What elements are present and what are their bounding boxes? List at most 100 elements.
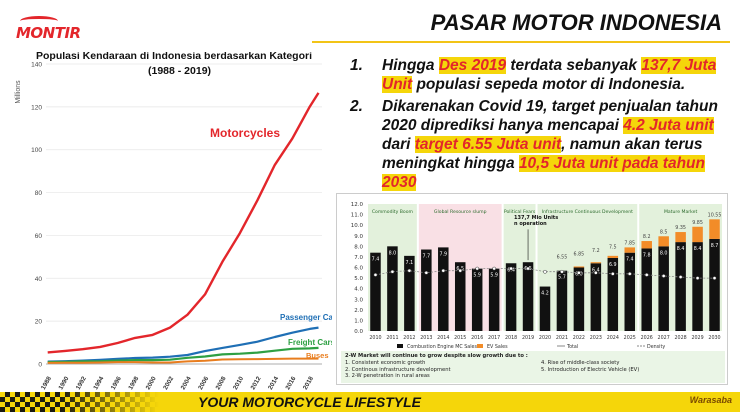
market-note: 2. Continous infrastructure development xyxy=(345,366,451,373)
bar-combustion xyxy=(675,242,686,331)
x-tick-label: 2017 xyxy=(488,335,500,341)
x-tick-label: 2027 xyxy=(658,335,670,341)
bar-value-label: 6.9 xyxy=(609,262,617,268)
x-tick-label: 1998 xyxy=(127,375,140,391)
y-tick-label: 60 xyxy=(35,233,43,240)
market-notes-title: 2-W Market will continue to grow despite… xyxy=(345,353,528,359)
highlighted-text: target 6.55 Juta unit xyxy=(414,136,562,153)
total-value-label: 7.5 xyxy=(609,245,617,251)
x-tick-label: 2025 xyxy=(624,335,636,341)
density-point xyxy=(627,272,632,276)
x-tick-label: 2030 xyxy=(708,335,720,341)
market-notes-col-1: 1. Consistent economic growth 2. Contino… xyxy=(345,360,451,380)
bar-combustion xyxy=(522,262,534,331)
y-tick-label: 140 xyxy=(31,62,42,69)
y-tick-label: 20 xyxy=(35,319,43,326)
bar-ev xyxy=(607,255,619,258)
total-value-label: 8.5 xyxy=(660,229,668,235)
y-tick-label: 2.0 xyxy=(354,308,363,314)
bar-combustion xyxy=(590,263,602,331)
bullet-text: Dikarenakan Covid 19, target penjualan t… xyxy=(382,97,725,192)
density-point xyxy=(577,270,581,275)
highlighted-text: Des 2019 xyxy=(438,57,507,74)
bar-ev xyxy=(624,247,636,253)
density-line xyxy=(375,268,715,279)
bar-combustion xyxy=(370,252,381,331)
y-tick-label: 11.0 xyxy=(351,213,364,219)
density-point xyxy=(390,269,395,274)
density-point xyxy=(458,268,463,273)
footer-tagline: YOUR MOTORCYCLE LIFESTYLE xyxy=(198,394,421,410)
y-tick-label: 40 xyxy=(35,276,43,283)
phase-label: Mature Market xyxy=(664,209,698,215)
forecast-chart-panel: Commodity Boom Global Resource slump Polit… xyxy=(336,193,728,385)
density-point xyxy=(560,269,564,274)
series-label-motorcycles: Motorcycles xyxy=(210,126,280,140)
montir-logo: MONTIR xyxy=(12,10,81,46)
x-tick-label: 2006 xyxy=(197,375,210,391)
y-axis-label: Millions xyxy=(15,80,22,104)
density-point xyxy=(407,268,412,273)
bar-ev xyxy=(675,232,686,243)
market-note: 1. Consistent economic growth xyxy=(345,360,426,366)
bar-combustion xyxy=(421,249,432,331)
market-note: 4. Rise of middle-class society xyxy=(541,360,620,366)
bar-ev xyxy=(709,219,720,239)
y-tick-label: 0.0 xyxy=(354,329,363,335)
vehicle-population-chart: Populasi Kendaraan di Indonesia berdasar… xyxy=(10,52,332,394)
total-value-label: 8.2 xyxy=(643,234,651,240)
total-value-label: 6.85 xyxy=(574,252,585,258)
x-tick-label: 2018 xyxy=(505,335,517,341)
total-value-label: 9.85 xyxy=(692,220,703,226)
y-tick-label: 4.0 xyxy=(354,287,363,293)
density-point xyxy=(594,270,598,275)
bullet-item: 2. Dikarenakan Covid 19, target penjualan… xyxy=(350,97,725,192)
bar-ev xyxy=(573,266,585,268)
logo-text: MONTIR xyxy=(16,24,81,42)
vehicle-population-chart-svg: Populasi Kendaraan di Indonesia berdasar… xyxy=(15,52,332,391)
y-tick-label: 1.0 xyxy=(354,318,363,324)
bar-value-label: 7.9 xyxy=(439,251,447,257)
series-line-motorcycles xyxy=(47,92,320,354)
bar-combustion xyxy=(539,286,551,331)
bar-combustion xyxy=(404,255,415,331)
series-label-freight-cars: Freight Cars xyxy=(288,338,332,347)
logo-swoosh-icon xyxy=(20,16,58,26)
total-value-label: 7.2 xyxy=(592,248,600,254)
bar-value-label: 7.4 xyxy=(372,257,380,263)
x-tick-label: 2014 xyxy=(267,375,280,391)
total-value-label: 7.85 xyxy=(624,240,635,246)
x-tick-label: 1994 xyxy=(92,375,105,391)
density-point xyxy=(678,275,683,279)
annotation-text: 137,7 Mio Units xyxy=(514,215,558,221)
x-tick-label: 2013 xyxy=(420,335,432,341)
density-point xyxy=(543,269,547,274)
bar-combustion xyxy=(488,268,500,331)
density-point xyxy=(695,276,700,280)
bar-value-label: 7.8 xyxy=(643,252,651,258)
x-tick-label: 2011 xyxy=(386,335,398,341)
bar-combustion xyxy=(624,252,636,331)
x-tick-label: 1996 xyxy=(110,375,123,391)
legend-label: Density xyxy=(647,344,665,350)
x-tick-label: 2016 xyxy=(284,375,297,391)
legend-label: Combustion Engine MC Sales xyxy=(407,344,478,350)
density-point xyxy=(492,266,496,271)
x-tick-label: 2024 xyxy=(607,335,619,341)
total-value-label: 10.55 xyxy=(708,212,722,218)
legend-swatch xyxy=(477,344,483,348)
bar-combustion xyxy=(641,248,652,331)
x-tick-label: 2008 xyxy=(215,375,228,391)
y-tick-label: 8.0 xyxy=(354,244,363,250)
chart-subtitle: (1988 - 2019) xyxy=(148,65,211,77)
y-tick-label: 10.0 xyxy=(351,223,364,229)
density-point xyxy=(661,274,666,278)
bar-value-label: 5.9 xyxy=(490,273,498,279)
x-tick-label: 2022 xyxy=(573,335,585,341)
bullet-text-part: populasi sepeda motor di Indonesia. xyxy=(412,76,686,93)
partner-logo: Warasaba xyxy=(689,395,732,405)
bar-ev xyxy=(641,241,652,249)
x-tick-label: 2010 xyxy=(369,335,381,341)
bar-value-label: 4.2 xyxy=(541,291,549,297)
bar-value-label: 8.0 xyxy=(389,250,397,256)
